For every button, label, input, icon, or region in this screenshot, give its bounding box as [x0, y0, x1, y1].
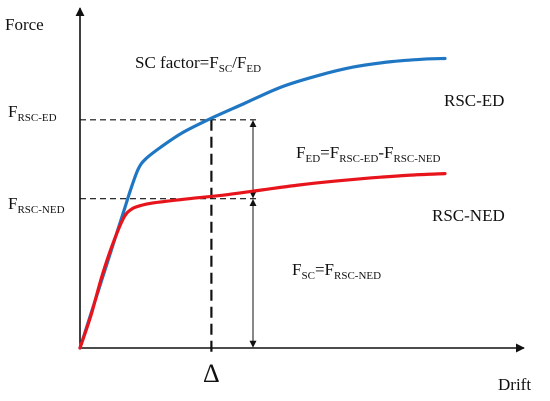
y-label-f-rsc-ed: FRSC-ED: [8, 102, 57, 124]
f-sc-formula: FSC=FRSC-NED: [292, 260, 381, 282]
x-axis-label: Drift: [498, 375, 531, 394]
f-ed-formula: FED=FRSC-ED-FRSC-NED: [296, 143, 441, 165]
delta-label: Δ: [203, 359, 220, 388]
y-label-f-rsc-ned: FRSC-NED: [8, 194, 65, 216]
series-line-rsc-ed: [78, 56, 447, 350]
series-line-rsc-ned: [78, 171, 447, 350]
series-label-rsc-ed: RSC-ED: [444, 91, 504, 110]
y-axis-label: Force: [5, 15, 44, 34]
series-label-rsc-ned: RSC-NED: [432, 206, 505, 225]
sc-factor-formula: SC factor=FSC/FED: [135, 53, 261, 75]
